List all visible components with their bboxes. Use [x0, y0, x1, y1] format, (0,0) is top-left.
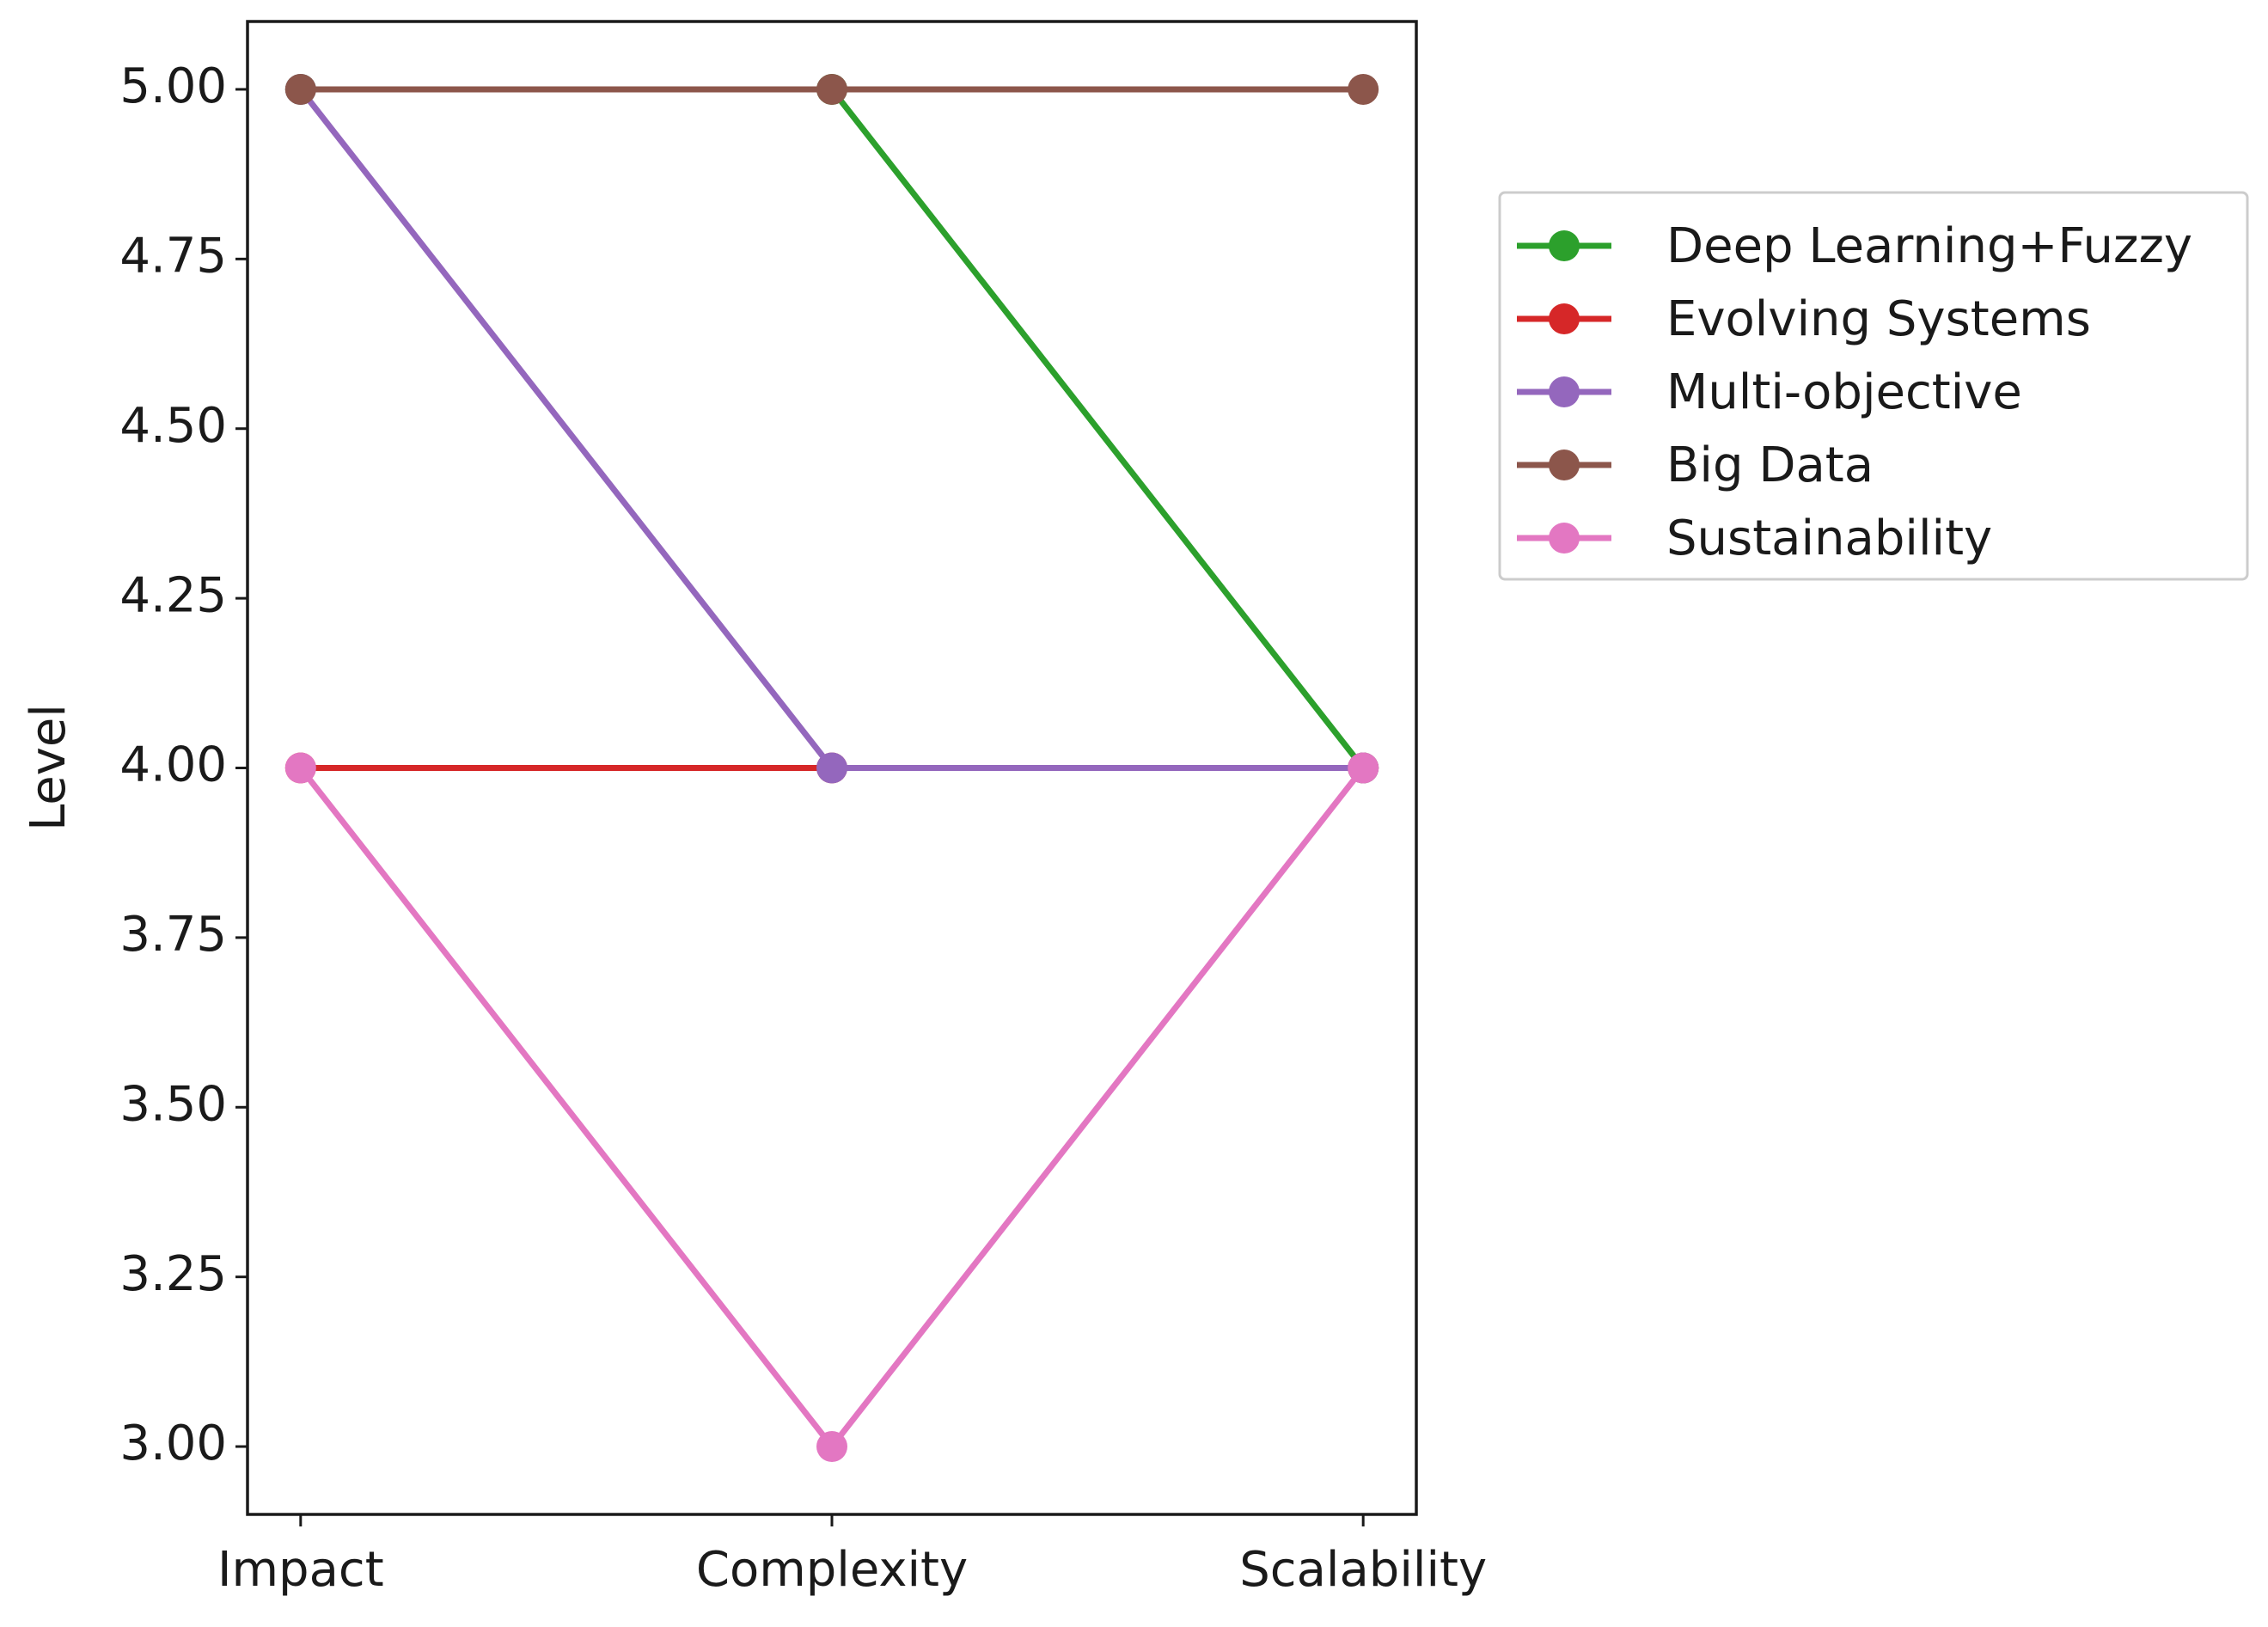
y-tick-label: 4.00 — [119, 737, 227, 793]
legend-marker — [1549, 303, 1580, 334]
plot-frame — [246, 20, 1418, 1516]
point — [816, 73, 847, 105]
series-line — [298, 766, 1366, 1452]
y-tick-label: 4.75 — [119, 228, 227, 284]
series-line — [300, 86, 1366, 770]
y-tick-label: 3.00 — [119, 1416, 227, 1471]
legend-label: Deep Learning+Fuzzy — [1666, 218, 2192, 274]
point — [284, 73, 316, 105]
x-tick-label: Scalability — [1239, 1542, 1487, 1598]
series-line — [298, 87, 1364, 771]
point — [284, 752, 316, 784]
legend-label: Big Data — [1666, 437, 1874, 493]
point — [816, 752, 847, 784]
x-tick-label: Impact — [217, 1542, 384, 1598]
legend-marker — [1549, 376, 1580, 407]
legend-label: Sustainability — [1666, 511, 1992, 566]
legend-marker — [1549, 230, 1580, 261]
legend-label: Evolving Systems — [1666, 291, 2091, 347]
y-tick-label: 4.50 — [119, 398, 227, 454]
y-tick-label: 3.25 — [119, 1246, 227, 1302]
y-tick-label: 5.00 — [119, 58, 227, 114]
legend-box — [1498, 191, 2249, 581]
point — [1348, 752, 1379, 784]
y-tick-label: 3.75 — [119, 907, 227, 963]
legend-marker — [1549, 450, 1580, 480]
point — [816, 1431, 847, 1463]
y-tick-label: 3.50 — [119, 1076, 227, 1132]
y-axis-label: Level — [21, 704, 76, 831]
y-tick-label: 4.25 — [119, 567, 227, 623]
x-tick-label: Complexity — [696, 1542, 968, 1598]
legend-marker — [1549, 523, 1580, 554]
point — [1348, 73, 1379, 105]
legend-label: Multi-objective — [1666, 364, 2022, 420]
